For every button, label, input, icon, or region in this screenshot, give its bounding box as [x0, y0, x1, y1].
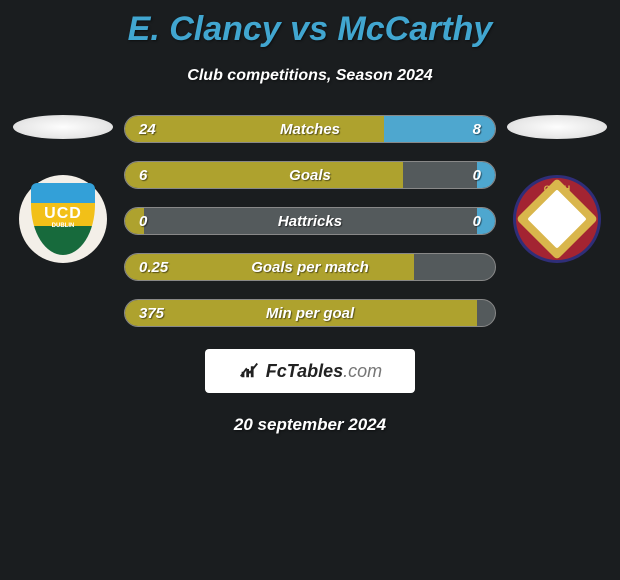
- stat-row: 6Goals0: [124, 161, 496, 189]
- stat-row: 0.25Goals per match: [124, 253, 496, 281]
- left-player-photo: [13, 115, 113, 139]
- stat-value-right: 8: [473, 121, 481, 138]
- comparison-date: 20 september 2024: [0, 415, 620, 435]
- stat-label: Goals per match: [125, 259, 495, 276]
- left-player-column: [8, 115, 118, 263]
- left-club-crest: [19, 175, 107, 263]
- subtitle: Club competitions, Season 2024: [0, 67, 620, 85]
- comparison-area: 24Matches86Goals00Hattricks00.25Goals pe…: [0, 115, 620, 327]
- stat-label: Hattricks: [125, 213, 495, 230]
- stat-label: Matches: [125, 121, 495, 138]
- stat-row: 24Matches8: [124, 115, 496, 143]
- stat-label: Goals: [125, 167, 495, 184]
- stat-value-right: 0: [473, 213, 481, 230]
- stat-bars: 24Matches86Goals00Hattricks00.25Goals pe…: [118, 115, 502, 327]
- fctables-logo[interactable]: FcTables.com: [205, 349, 415, 393]
- stat-row: 0Hattricks0: [124, 207, 496, 235]
- stat-label: Min per goal: [125, 305, 495, 322]
- right-player-photo: [507, 115, 607, 139]
- stat-value-right: 0: [473, 167, 481, 184]
- stat-row: 375Min per goal: [124, 299, 496, 327]
- comparison-card: E. Clancy vs McCarthy Club competitions,…: [0, 0, 620, 435]
- right-player-column: [502, 115, 612, 263]
- right-club-crest: [513, 175, 601, 263]
- chart-icon: [238, 358, 260, 385]
- page-title: E. Clancy vs McCarthy: [0, 10, 620, 49]
- logo-text: FcTables.com: [266, 361, 382, 382]
